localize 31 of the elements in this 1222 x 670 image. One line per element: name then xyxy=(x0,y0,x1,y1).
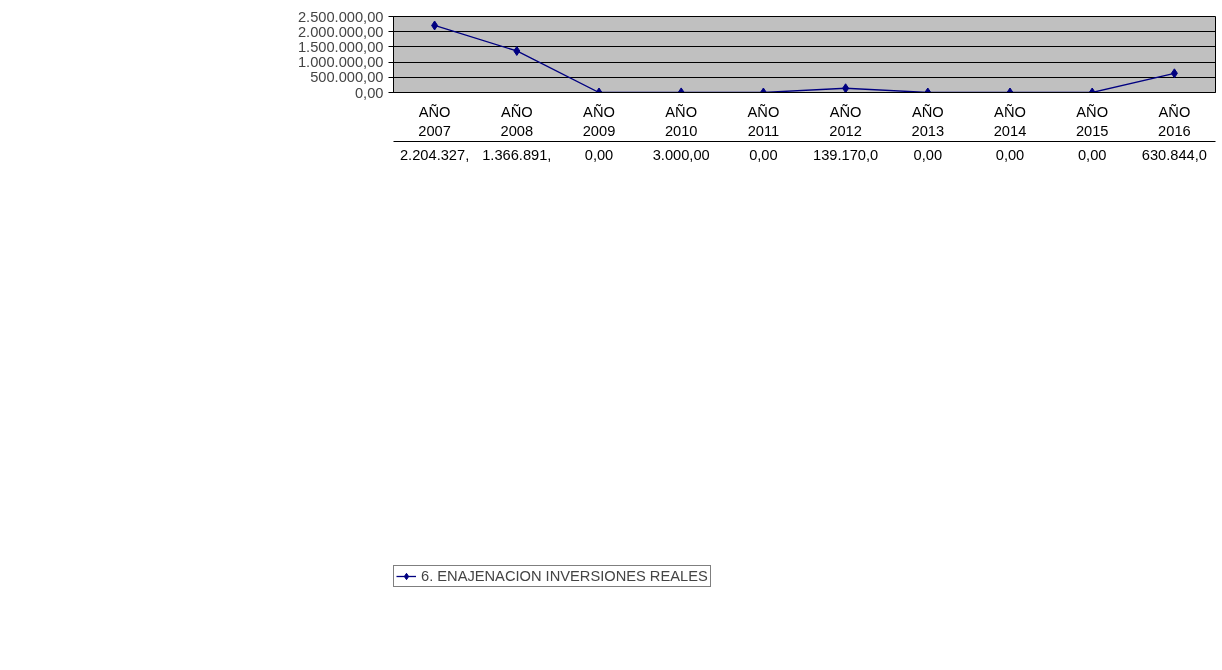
y-tick-label: 1.500.000,00 xyxy=(297,38,384,55)
y-tick-label: 500.000,00 xyxy=(310,69,384,86)
data-label: 0,00 xyxy=(995,146,1025,163)
point xyxy=(842,83,850,93)
x-tick-label: AÑO 2012 xyxy=(829,103,862,139)
y-tick-label: 0,00 xyxy=(354,84,384,101)
data-label: 2.204.327, xyxy=(399,146,470,163)
x-tick-label: AÑO 2015 xyxy=(1075,103,1109,139)
data-label: 0,00 xyxy=(913,146,943,163)
x-tick-label: AÑO 2007 xyxy=(418,103,451,139)
data-label: 630.844,0 xyxy=(1141,146,1207,163)
point xyxy=(513,45,521,56)
x-tick-label: AÑO 2010 xyxy=(664,103,698,139)
x-tick-label: AÑO 2009 xyxy=(582,103,616,139)
data-label: 0,00 xyxy=(749,146,778,163)
x-tick-label: AÑO 2016 xyxy=(1158,103,1191,139)
point xyxy=(431,20,439,31)
y-tick-label: 1.000.000,00 xyxy=(297,54,384,71)
data-label: 0,00 xyxy=(584,146,614,163)
data-label: 3.000,00 xyxy=(652,146,710,163)
data-label: 1.366.891, xyxy=(482,146,552,163)
data-label: 0,00 xyxy=(1077,146,1107,163)
y-tick-label: 2.500.000,00 xyxy=(297,8,384,25)
x-tick-label: AÑO 2008 xyxy=(500,103,534,139)
x-tick-label: AÑO 2014 xyxy=(993,103,1027,139)
point xyxy=(1170,68,1178,79)
x-tick-label: AÑO 2013 xyxy=(911,103,945,139)
legend-label: 6. ENAJENACION INVERSIONES REALES xyxy=(421,568,708,585)
y-tick-label: 2.000.000,00 xyxy=(297,23,384,40)
data-label: 139.170,0 xyxy=(813,146,879,163)
x-tick-label: AÑO 2011 xyxy=(747,103,780,139)
